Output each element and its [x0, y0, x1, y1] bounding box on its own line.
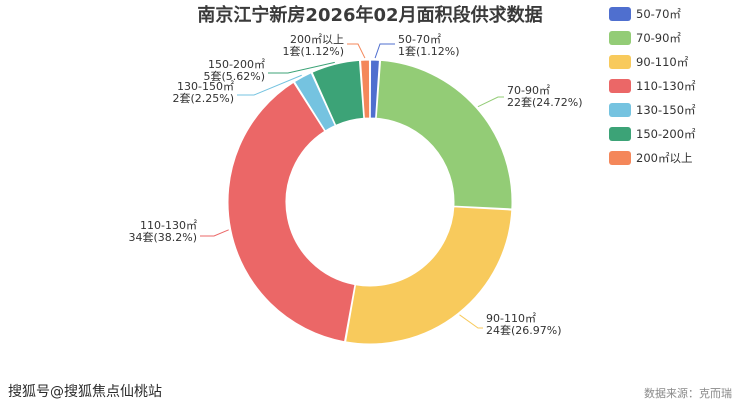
leader-line-70-90㎡: [477, 96, 504, 108]
slice-label-name: 50-70㎡: [398, 33, 441, 46]
legend: 50-70㎡ 70-90㎡ 90-110㎡ 110-130㎡ 130-150㎡ 150-2…: [609, 7, 696, 165]
legend-label-150-200㎡[interactable]: 150-200㎡: [636, 127, 696, 141]
legend-swatch-70-90㎡[interactable]: [609, 31, 631, 45]
slice-label-value: 24套(26.97%): [486, 324, 562, 337]
leader-line-150-200㎡: [268, 61, 335, 74]
watermark-text: 搜狐号@搜狐焦点仙桃站: [8, 384, 162, 400]
slice-50-70㎡[interactable]: [369, 59, 380, 119]
legend-swatch-150-200㎡[interactable]: [609, 127, 631, 141]
slice-label-value: 5套(5.62%): [203, 70, 265, 83]
leader-lines: [200, 43, 504, 329]
slice-70-90㎡[interactable]: [375, 59, 513, 210]
leader-line-50-70㎡: [374, 43, 395, 59]
legend-label-130-150㎡[interactable]: 130-150㎡: [636, 103, 696, 117]
legend-label-50-70㎡[interactable]: 50-70㎡: [636, 7, 681, 21]
slice-200㎡以上[interactable]: [360, 59, 371, 119]
data-source-text: 数据来源：克而瑞: [644, 387, 732, 400]
chart-title: 南京江宁新房2026年02月面积段供求数据: [197, 4, 542, 26]
legend-swatch-130-150㎡[interactable]: [609, 103, 631, 117]
legend-swatch-110-130㎡[interactable]: [609, 79, 631, 93]
legend-label-70-90㎡[interactable]: 70-90㎡: [636, 31, 681, 45]
leader-line-90-110㎡: [459, 314, 483, 329]
donut-slices: [227, 59, 513, 345]
slice-label-value: 1套(1.12%): [282, 45, 344, 58]
slice-label-90-110㎡: 90-110㎡ 24套(26.97%): [486, 312, 562, 337]
slice-label-name: 90-110㎡: [486, 312, 536, 325]
slice-label-50-70㎡: 50-70㎡ 1套(1.12%): [398, 33, 460, 58]
slice-label-200㎡以上: 200㎡以上 1套(1.12%): [282, 33, 344, 58]
slice-labels: 50-70㎡ 1套(1.12%)70-90㎡ 22套(24.72%)90-110㎡ 2…: [128, 33, 582, 337]
legend-label-200㎡以上[interactable]: 200㎡以上: [636, 151, 692, 165]
slice-90-110㎡[interactable]: [345, 206, 513, 345]
slice-150-200㎡[interactable]: [311, 59, 365, 126]
slice-110-130㎡[interactable]: [227, 81, 356, 343]
legend-label-110-130㎡[interactable]: 110-130㎡: [636, 79, 696, 93]
slice-label-70-90㎡: 70-90㎡ 22套(24.72%): [507, 84, 583, 109]
legend-swatch-200㎡以上[interactable]: [609, 151, 631, 165]
leader-line-110-130㎡: [200, 229, 229, 237]
legend-swatch-90-110㎡[interactable]: [609, 55, 631, 69]
slice-label-value: 22套(24.72%): [507, 96, 583, 109]
leader-line-200㎡以上: [347, 43, 366, 59]
slice-label-110-130㎡: 110-130㎡ 34套(38.2%): [128, 219, 197, 244]
slice-label-name: 200㎡以上: [290, 33, 344, 46]
slice-label-name: 130-150㎡: [177, 80, 234, 93]
slice-label-value: 2套(2.25%): [172, 92, 234, 105]
slice-label-130-150㎡: 130-150㎡ 2套(2.25%): [172, 80, 234, 105]
slice-label-name: 110-130㎡: [140, 219, 197, 232]
slice-label-value: 34套(38.2%): [128, 231, 197, 244]
slice-label-name: 150-200㎡: [208, 58, 265, 71]
slice-label-value: 1套(1.12%): [398, 45, 460, 58]
legend-swatch-50-70㎡[interactable]: [609, 7, 631, 21]
slice-130-150㎡[interactable]: [293, 72, 336, 132]
slice-label-name: 70-90㎡: [507, 84, 550, 97]
legend-label-90-110㎡[interactable]: 90-110㎡: [636, 55, 689, 69]
leader-line-130-150㎡: [237, 74, 302, 96]
slice-label-150-200㎡: 150-200㎡ 5套(5.62%): [203, 58, 265, 83]
